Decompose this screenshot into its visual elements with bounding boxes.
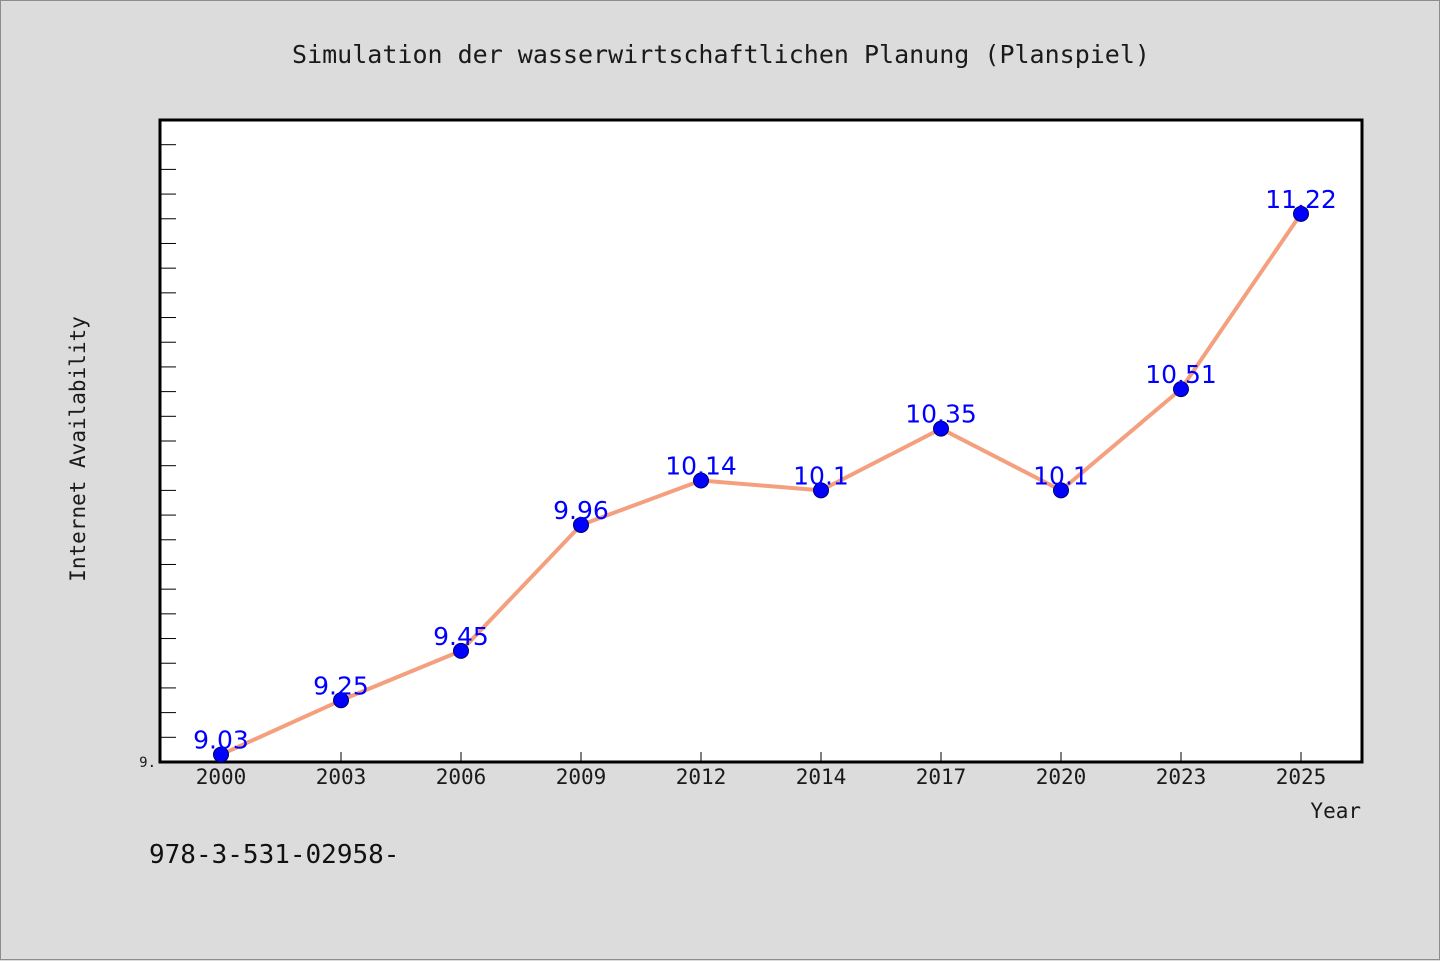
plot-area (158, 118, 1364, 764)
data-labels: 9.03 9.25 9.45 9.96 10.14 10.1 10.35 10.1 10.51 1… (193, 185, 1337, 755)
x-tick-label: 2009 (556, 765, 607, 789)
y-axis-ticks: 9. (139, 144, 176, 771)
data-label: 9.03 (193, 726, 249, 755)
x-axis-ticks: 2000 2003 2006 2009 2012 2014 2017 2020 2023 2025 (196, 752, 1327, 789)
x-tick-label: 2000 (196, 765, 247, 789)
x-tick-label: 2006 (436, 765, 487, 789)
data-point (333, 692, 349, 709)
data-label: 10.1 (1033, 461, 1089, 490)
data-point (1053, 482, 1069, 499)
data-label: 9.96 (553, 496, 609, 525)
data-label: 9.45 (433, 622, 489, 651)
data-markers (213, 205, 1309, 763)
chart-title: Simulation der wasserwirtschaftlichen Pl… (292, 40, 1150, 69)
data-label: 10.51 (1145, 360, 1217, 389)
footer-isbn-text: 978-3-531-02958- (149, 840, 399, 870)
data-point (573, 516, 589, 533)
data-point (1293, 205, 1309, 222)
x-tick-label: 2020 (1036, 765, 1087, 789)
data-point (933, 420, 949, 437)
data-label: 9.25 (313, 671, 369, 700)
data-label: 10.14 (665, 452, 737, 481)
data-point (1173, 381, 1189, 398)
data-label: 10.35 (905, 400, 977, 429)
data-label: 10.1 (793, 461, 849, 490)
x-tick-label: 2023 (1156, 765, 1207, 789)
y-tick-label: 9. (139, 755, 156, 771)
x-tick-label: 2014 (796, 765, 847, 789)
x-axis-label: Year (1310, 799, 1361, 823)
y-axis-label: Internet Availability (66, 316, 90, 582)
x-tick-label: 2003 (316, 765, 367, 789)
series-line (220, 212, 1303, 757)
data-point (453, 642, 469, 659)
data-point (693, 472, 709, 489)
x-tick-label: 2025 (1276, 765, 1327, 789)
data-label: 11.22 (1265, 185, 1337, 214)
data-point (813, 482, 829, 499)
data-point (213, 746, 229, 763)
x-tick-label: 2012 (676, 765, 727, 789)
x-tick-label: 2017 (916, 765, 967, 789)
